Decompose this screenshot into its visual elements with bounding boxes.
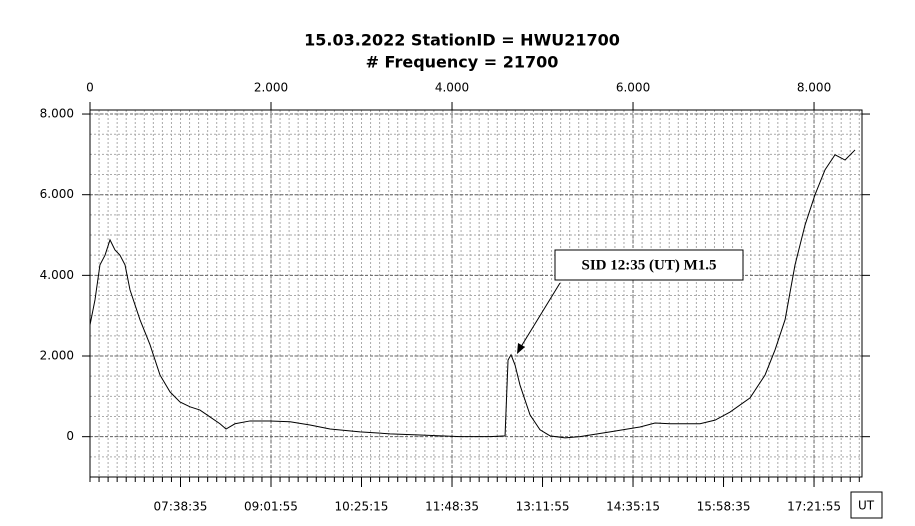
y-tick-label: 4.000 xyxy=(40,268,74,282)
grid xyxy=(89,110,862,478)
x-tick-label: 0 xyxy=(86,81,94,95)
y-tick-label: 8.000 xyxy=(40,107,74,121)
x2-tick-label: 15:58:35 xyxy=(697,500,751,514)
y-tick-label: 0 xyxy=(66,429,74,443)
x-tick-label: 4.000 xyxy=(435,81,469,95)
annotation: SID 12:35 (UT) M1.5 xyxy=(582,257,717,273)
x2-tick-label: 14:35:15 xyxy=(606,500,660,514)
x2-tick-label: 17:21:55 xyxy=(787,500,841,514)
plot-frame xyxy=(89,109,863,478)
chart-title: 15.03.2022 StationID = HWU21700 xyxy=(304,31,620,50)
x2-tick-label: 09:01:55 xyxy=(244,500,298,514)
x2-axis-label: UT xyxy=(858,499,875,513)
x2-tick-label: 11:48:35 xyxy=(425,500,479,514)
annotation-box xyxy=(554,249,744,281)
unit-box xyxy=(850,491,883,519)
annotation-arrow xyxy=(518,282,561,351)
arrow-head xyxy=(517,343,525,354)
chart-subtitle: # Frequency = 21700 xyxy=(366,53,559,72)
x2-tick-label: 13:11:55 xyxy=(516,500,570,514)
x-tick-label: 6.000 xyxy=(616,81,650,95)
y-tick-label: 6.000 xyxy=(40,187,74,201)
y-tick-label: 2.000 xyxy=(40,349,74,363)
data-line xyxy=(89,149,856,439)
x2-tick-label: 10:25:15 xyxy=(335,500,389,514)
x-tick-label: 2.000 xyxy=(254,81,288,95)
x2-tick-label: 07:38:35 xyxy=(154,500,208,514)
x-tick-label: 8.000 xyxy=(797,81,831,95)
